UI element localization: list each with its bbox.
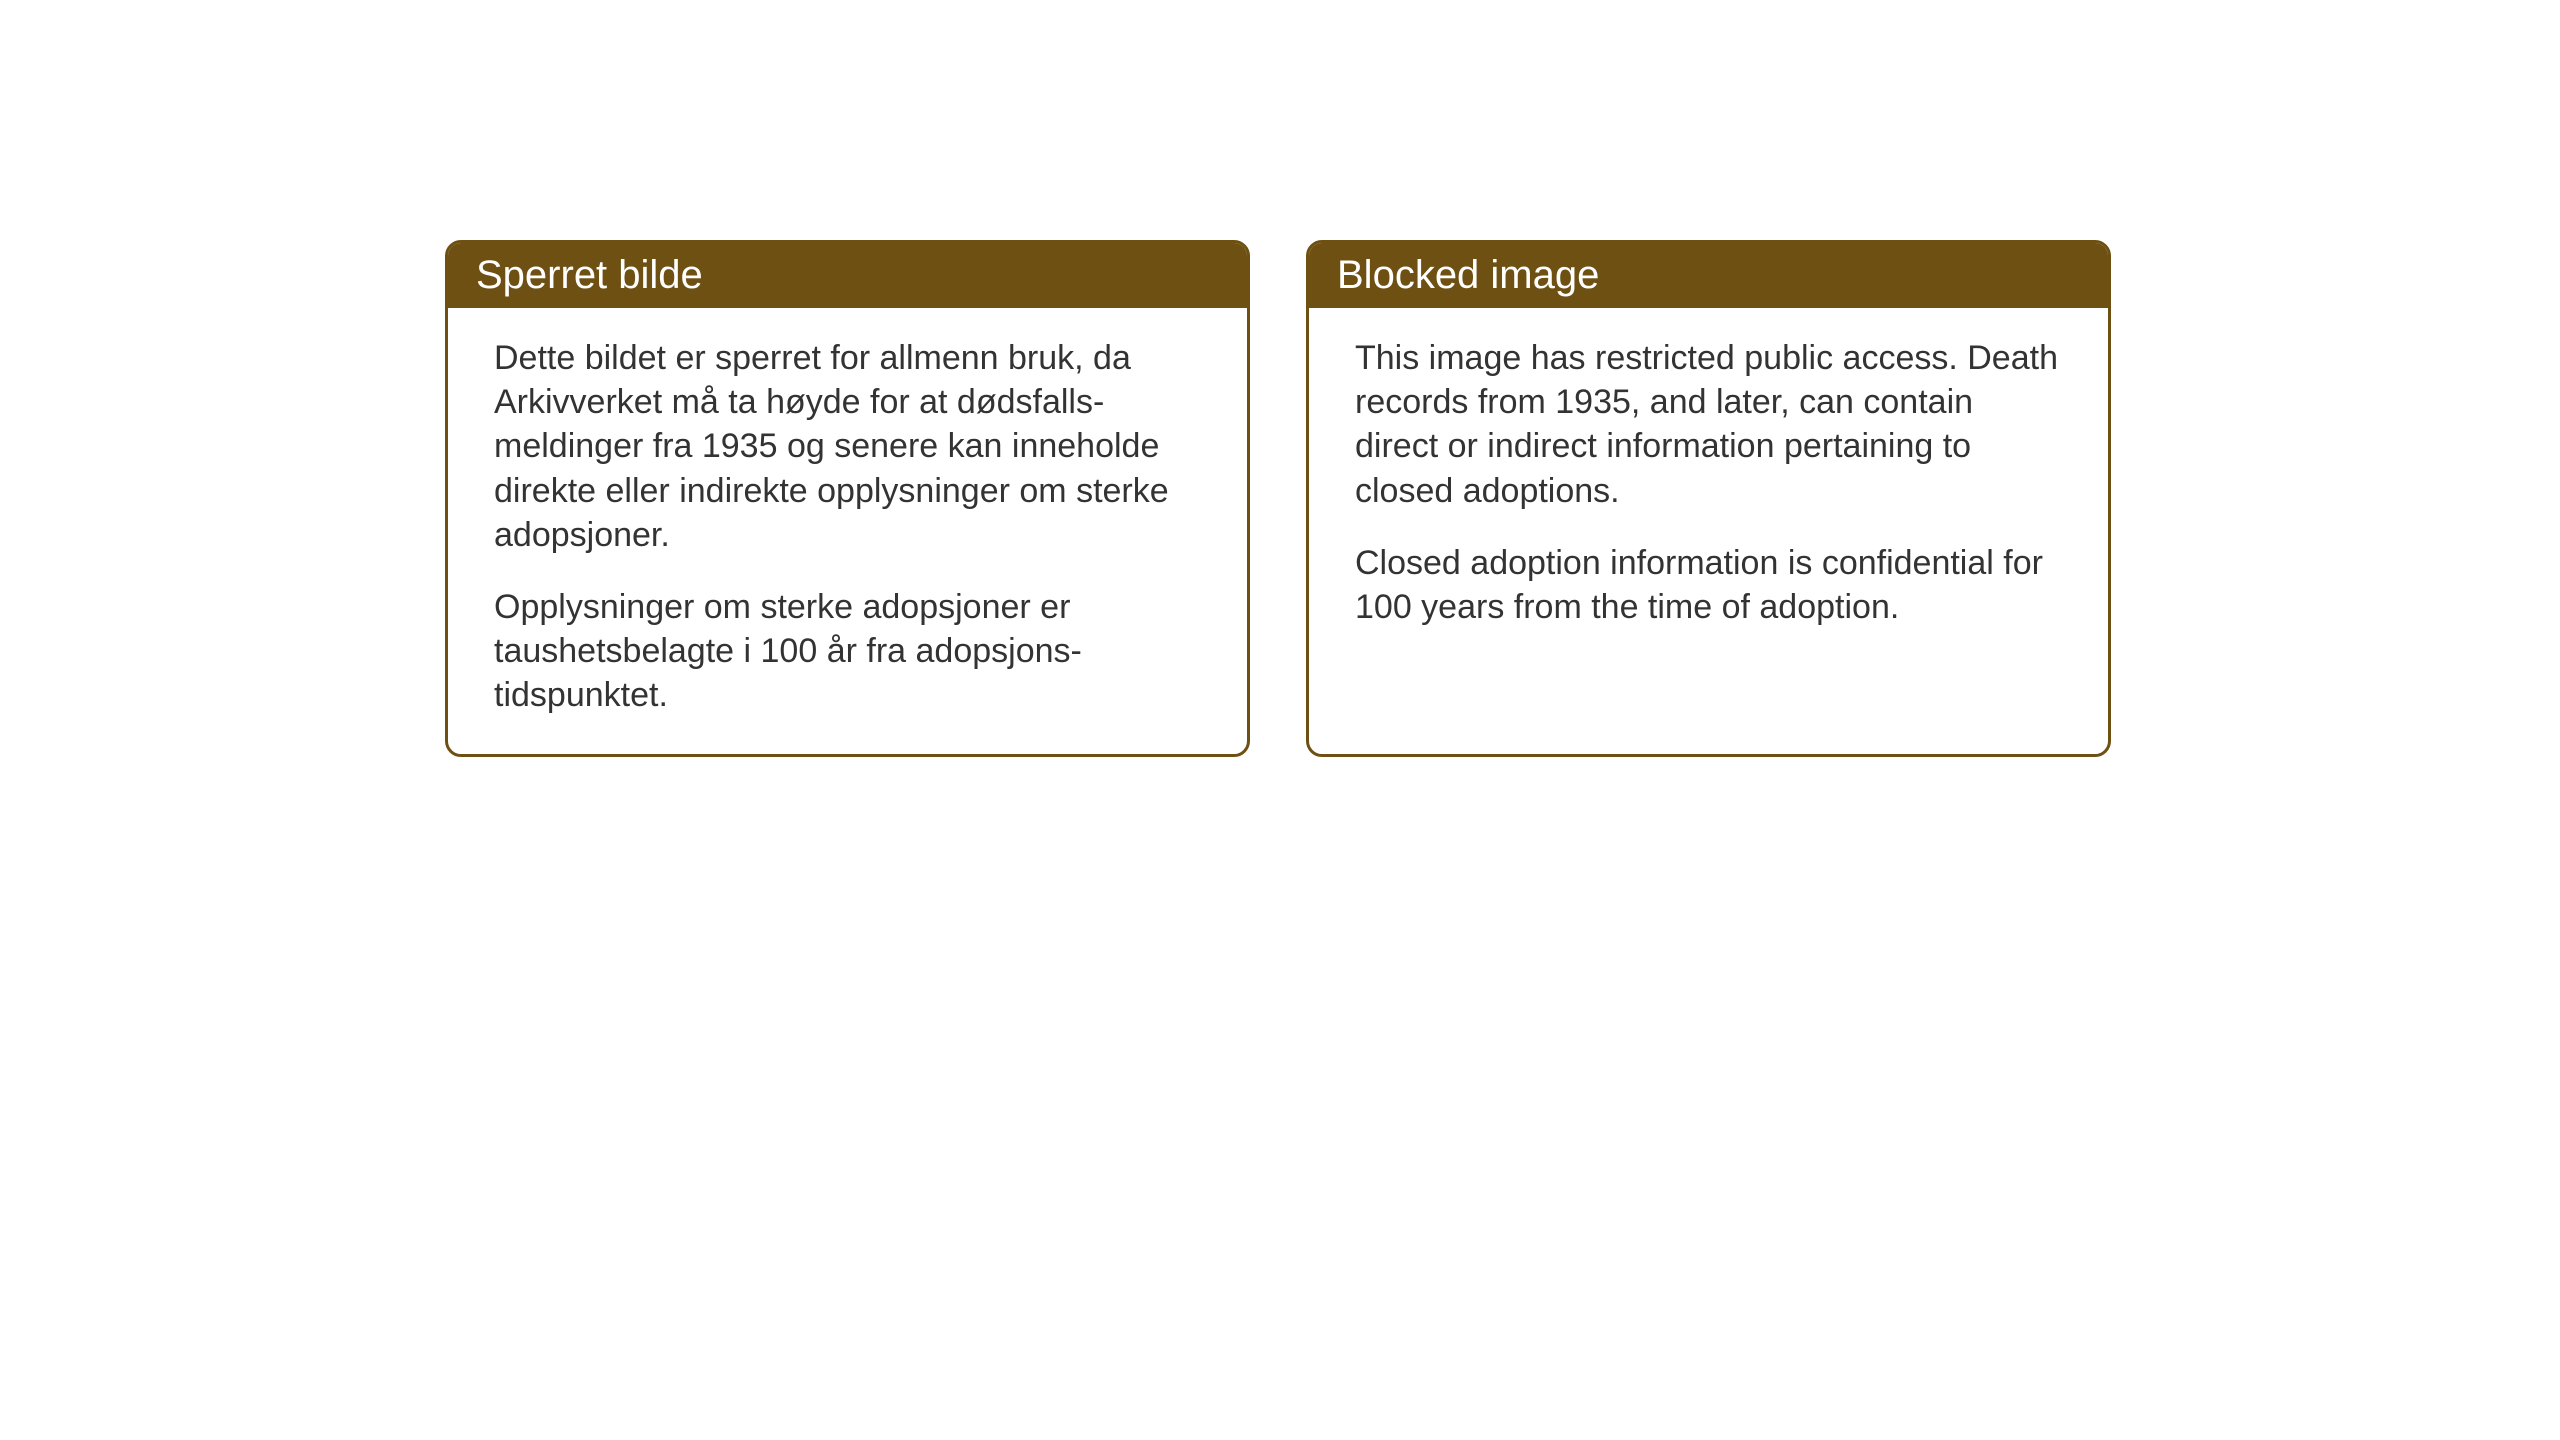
card-header: Blocked image: [1309, 243, 2108, 308]
notice-card-english: Blocked image This image has restricted …: [1306, 240, 2111, 757]
card-paragraph: Dette bildet er sperret for allmenn bruk…: [494, 336, 1201, 557]
card-title: Blocked image: [1337, 253, 1599, 297]
card-title: Sperret bilde: [476, 253, 703, 297]
card-body: Dette bildet er sperret for allmenn bruk…: [448, 308, 1247, 754]
notice-card-norwegian: Sperret bilde Dette bildet er sperret fo…: [445, 240, 1250, 757]
card-paragraph: Closed adoption information is confident…: [1355, 541, 2062, 629]
card-paragraph: This image has restricted public access.…: [1355, 336, 2062, 513]
card-body: This image has restricted public access.…: [1309, 308, 2108, 665]
card-header: Sperret bilde: [448, 243, 1247, 308]
card-paragraph: Opplysninger om sterke adopsjoner er tau…: [494, 585, 1201, 718]
notice-container: Sperret bilde Dette bildet er sperret fo…: [445, 240, 2111, 757]
